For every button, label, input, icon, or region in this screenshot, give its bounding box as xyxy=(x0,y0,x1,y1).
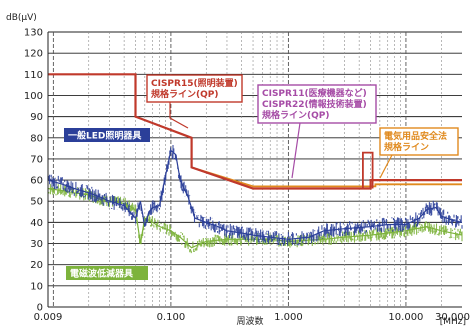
led-label-text: 一般LED照明器具 xyxy=(68,130,141,142)
x-tick-label: 0.009 xyxy=(34,312,63,323)
x-axis-label: 周波数 xyxy=(236,315,263,326)
cispr11-annotation-text: CISPR22(情報技術装置) xyxy=(262,98,367,110)
y-tick-label: 40 xyxy=(30,218,43,229)
annotations: CISPR15(照明装置)規格ライン(QP) CISPR11(医療機器など)CIS… xyxy=(64,74,459,280)
x-tick-label: 0.100 xyxy=(157,312,186,323)
axes: 0 10 20 30 40 50 60 70 80 90 100 110 120 130 dB(μV) 0.0… xyxy=(6,13,470,326)
y-tick-label: 60 xyxy=(30,176,43,187)
y-tick-label: 120 xyxy=(24,49,43,60)
led-emission-series xyxy=(47,149,463,240)
cispr15-pointer xyxy=(169,102,189,129)
cispr11-annotation-text: CISPR11(医療機器など) xyxy=(262,87,367,99)
reduced-label-box xyxy=(66,266,148,280)
y-tick-label: 100 xyxy=(24,91,43,102)
denan-annotation-text: 規格ライン xyxy=(384,141,429,153)
denan-annotation-text: 電気用品安全法 xyxy=(384,130,447,142)
x-tick-label: 10.000 xyxy=(388,312,423,323)
y-tick-label: 80 xyxy=(30,133,43,144)
y-tick-label: 0 xyxy=(37,303,43,314)
led-label-box xyxy=(64,128,150,142)
x-tick-label: 1.000 xyxy=(274,312,303,323)
x-axis-unit: [MHz] xyxy=(440,317,466,326)
cispr11-annotation-text: 規格ライン(QP) xyxy=(262,109,329,121)
denan-pointer xyxy=(379,154,393,179)
cispr15-annotation-text: CISPR15(照明装置) xyxy=(151,77,238,89)
y-tick-label: 20 xyxy=(30,260,43,271)
cispr11-pointer xyxy=(291,122,301,179)
y-tick-label: 70 xyxy=(30,154,43,165)
y-axis-label: dB(μV) xyxy=(6,13,37,23)
cispr15-annotation-box xyxy=(146,74,243,103)
y-tick-label: 130 xyxy=(24,28,43,39)
cispr15-limit-line xyxy=(48,73,462,190)
denan-limit-line xyxy=(191,166,462,188)
y-tick-label: 30 xyxy=(30,239,43,250)
x-tick-label: 30.000 xyxy=(435,312,470,323)
cispr11-annotation-box xyxy=(257,84,377,124)
cispr15-notch xyxy=(361,151,374,189)
y-tick-label: 50 xyxy=(30,197,43,208)
reduced-label-text: 電磁波低減器具 xyxy=(70,268,133,280)
y-tick-label: 90 xyxy=(30,112,43,123)
denan-annotation-box xyxy=(379,127,459,156)
y-tick-label: 110 xyxy=(24,70,43,81)
cispr15-annotation-text: 規格ライン(QP) xyxy=(151,88,218,100)
y-tick-label: 10 xyxy=(30,281,43,292)
